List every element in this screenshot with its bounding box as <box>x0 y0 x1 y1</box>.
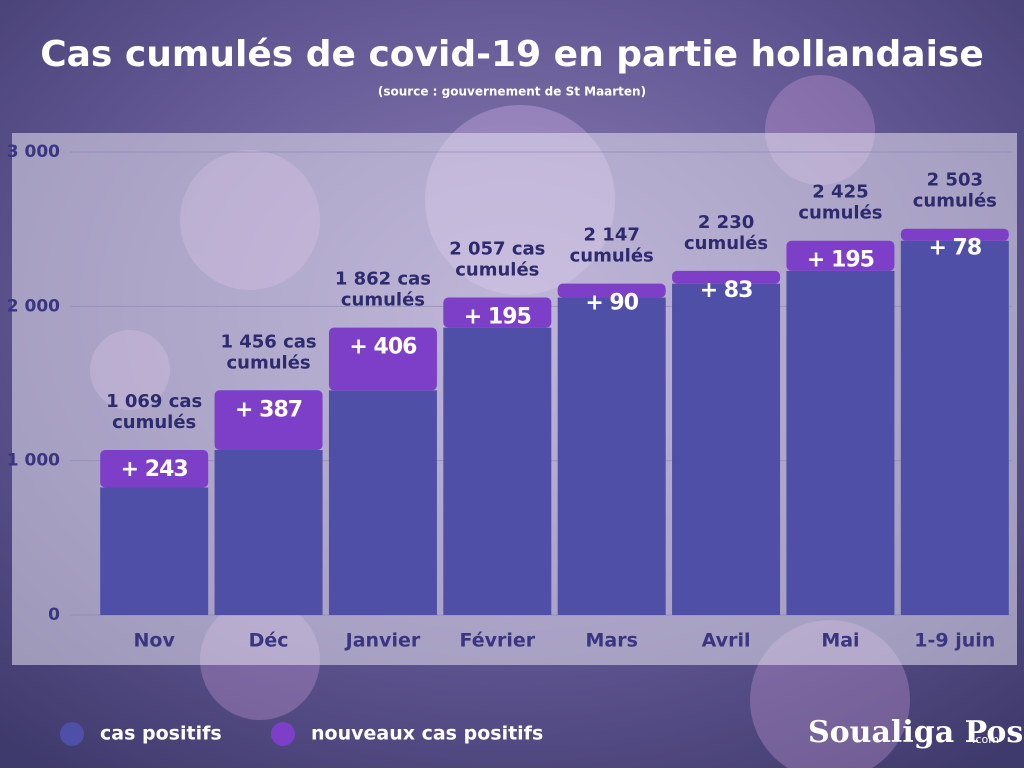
legend-swatch <box>60 722 84 746</box>
total-label: cumulés <box>226 352 310 373</box>
total-label: cumulés <box>112 412 196 433</box>
value-label: + 83 <box>700 278 753 303</box>
x-tick-label: Janvier <box>344 630 421 652</box>
bar-segment <box>900 240 1009 615</box>
total-label: cumulés <box>684 233 768 254</box>
total-label: cumulés <box>913 191 997 212</box>
bar-segment <box>672 270 781 284</box>
total-label: cumulés <box>341 290 425 311</box>
bar-segment <box>557 297 666 615</box>
total-label: cumulés <box>798 203 882 224</box>
value-label: + 78 <box>928 236 981 261</box>
bar-segment <box>328 390 437 615</box>
x-tick-label: Avril <box>702 630 751 652</box>
total-label: 1 069 cas <box>106 391 202 412</box>
value-label: + 195 <box>464 305 531 330</box>
x-tick-label: Déc <box>249 630 289 652</box>
logo-suffix: .com <box>972 733 999 746</box>
legend-label: nouveaux cas positifs <box>311 723 543 745</box>
bar-segment <box>672 283 781 615</box>
value-label: + 406 <box>349 335 417 360</box>
bar-segment <box>328 327 437 391</box>
total-label: 2 503 <box>927 170 983 191</box>
total-label: 2 230 <box>698 212 754 233</box>
bar-segment <box>214 450 323 615</box>
bar-segment <box>557 283 666 298</box>
chart-title: Cas cumulés de covid-19 en partie hollan… <box>40 34 984 75</box>
x-tick-label: Nov <box>134 630 176 652</box>
total-label: cumulés <box>570 246 654 267</box>
bar-segment <box>214 390 323 451</box>
total-label: cumulés <box>455 260 539 281</box>
bar-segment <box>786 240 895 271</box>
logo-text: Soualiga Post <box>808 715 1024 750</box>
total-label: 1 456 cas <box>220 331 316 352</box>
total-label: 2 147 <box>584 225 640 246</box>
y-tick-label: 1 000 <box>7 451 60 471</box>
logo: Soualiga Post .com <box>808 715 1024 750</box>
x-tick-label: 1-9 juin <box>914 630 995 652</box>
y-tick-label: 0 <box>48 605 60 625</box>
value-label: + 90 <box>585 291 638 316</box>
total-label: 1 862 cas <box>335 269 431 290</box>
legend-swatch <box>271 722 295 746</box>
bar-segment <box>443 297 552 328</box>
total-label: 2 057 cas <box>449 239 545 260</box>
x-tick-label: Mars <box>585 630 637 652</box>
total-label: 2 425 <box>812 182 868 203</box>
value-label: + 243 <box>121 457 188 482</box>
legend-label: cas positifs <box>100 723 222 745</box>
bar-segment <box>100 487 209 615</box>
value-label: + 387 <box>235 397 302 422</box>
y-tick-label: 3 000 <box>7 142 60 162</box>
x-tick-label: Février <box>460 630 536 652</box>
bar-segment <box>443 327 552 615</box>
bar-segment <box>786 270 895 615</box>
value-label: + 195 <box>807 248 874 273</box>
bar-segment <box>900 228 1009 241</box>
bar-segment <box>100 450 209 488</box>
y-tick-label: 2 000 <box>7 296 60 316</box>
chart-subtitle: (source : gouvernement de St Maarten) <box>378 85 646 99</box>
x-tick-label: Mai <box>821 630 859 652</box>
